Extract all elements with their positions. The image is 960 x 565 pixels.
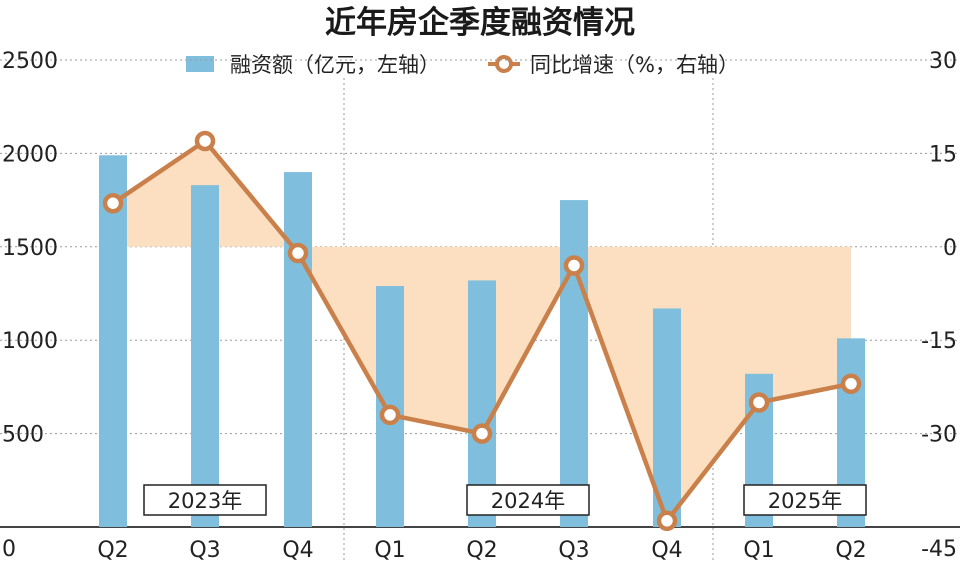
x-axis-labels: Q2 Q3 Q4 Q1 Q2 Q3 Q4 Q1 Q2 — [97, 538, 866, 563]
x-tick-label: Q2 — [835, 538, 866, 563]
bar-1 — [99, 155, 127, 527]
left-tick-label: 2000 — [2, 142, 58, 167]
right-tick-label: 15 — [929, 142, 957, 167]
year-label-1: 2023年 — [168, 489, 242, 513]
chart-title: 近年房企季度融资情况 — [325, 5, 635, 41]
legend-bar-swatch — [186, 56, 214, 72]
x-tick-label: Q2 — [97, 538, 128, 563]
x-tick-label: Q4 — [282, 538, 313, 563]
left-tick-label: 500 — [2, 423, 44, 448]
x-tick-label: Q3 — [558, 538, 589, 563]
left-tick-label: 0 — [2, 537, 16, 562]
right-tick-label: 30 — [929, 49, 957, 74]
x-tick-label: Q1 — [374, 538, 405, 563]
bar-2 — [191, 185, 219, 527]
legend-line-marker — [495, 55, 513, 73]
left-tick-label: 2500 — [2, 49, 58, 74]
left-tick-label: 1500 — [2, 236, 58, 261]
right-tick-label: -30 — [921, 423, 957, 448]
bar-3 — [284, 172, 312, 527]
growth-point-2 — [194, 130, 216, 152]
year-box-2 — [466, 484, 590, 516]
x-tick-label: Q1 — [743, 538, 774, 563]
right-tick-label: 0 — [943, 236, 957, 261]
right-axis-ticks: 30 15 0 -15 -30 -45 — [921, 49, 957, 562]
bar-6 — [560, 200, 588, 527]
growth-point-1 — [102, 192, 124, 214]
legend: 融资额（亿元，左轴） 同比增速（%，右轴） — [186, 53, 739, 77]
growth-point-6 — [563, 255, 585, 276]
x-tick-label: Q3 — [189, 538, 220, 563]
growth-point-5 — [471, 423, 493, 444]
x-tick-label: Q4 — [651, 538, 682, 563]
growth-point-3 — [287, 242, 309, 264]
year-box-1 — [143, 484, 267, 516]
growth-point-7 — [656, 510, 678, 532]
year-labels: 2023年 2024年 2025年 — [143, 484, 867, 516]
right-tick-label: -45 — [921, 537, 957, 562]
year-label-2: 2024年 — [491, 489, 565, 513]
growth-point-9 — [840, 373, 862, 395]
left-axis-ticks: 2500 2000 1500 1000 500 0 — [2, 49, 58, 562]
growth-point-8 — [748, 392, 770, 413]
growth-line-series — [102, 130, 862, 532]
right-tick-label: -15 — [921, 329, 957, 354]
year-box-3 — [743, 484, 867, 516]
growth-point-4 — [379, 404, 401, 426]
legend-bar-label: 融资额（亿元，左轴） — [230, 53, 440, 77]
x-tick-label: Q2 — [466, 538, 497, 563]
legend-line-label: 同比增速（%，右轴） — [530, 53, 739, 77]
year-label-3: 2025年 — [768, 489, 842, 513]
left-tick-label: 1000 — [2, 329, 58, 354]
